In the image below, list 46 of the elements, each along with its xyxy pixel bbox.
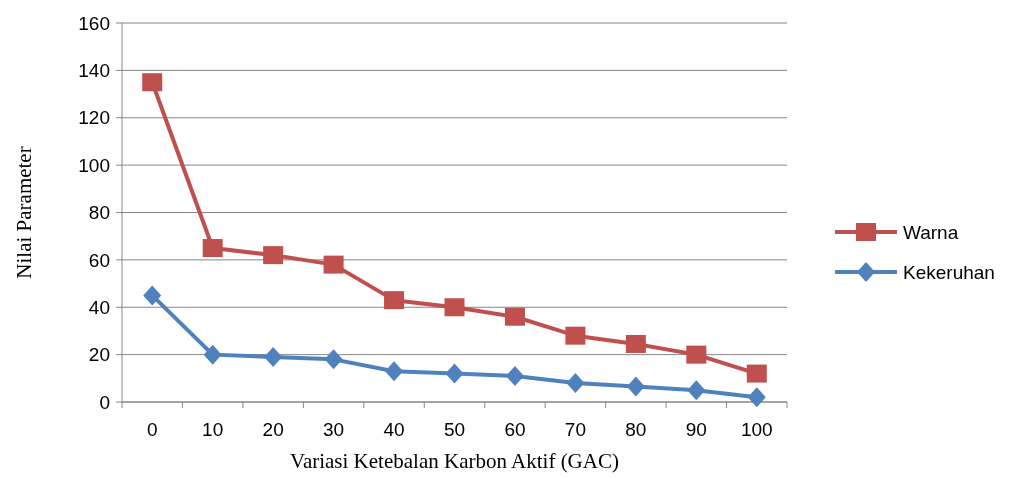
x-tick-label: 10 <box>202 419 224 440</box>
point <box>384 291 405 310</box>
point <box>264 346 283 367</box>
point <box>324 349 343 370</box>
point <box>626 376 645 397</box>
y-tick-label: 160 <box>78 12 110 34</box>
point <box>142 73 163 92</box>
point <box>747 387 766 408</box>
point <box>504 307 525 326</box>
y-tick-label: 0 <box>99 391 110 413</box>
y-tick-label: 120 <box>78 107 110 129</box>
x-tick-label: 20 <box>262 419 284 440</box>
x-tick-label: 40 <box>383 419 405 440</box>
point <box>203 344 222 365</box>
y-tick-label: 20 <box>88 344 110 366</box>
x-tick-label: 30 <box>323 419 345 440</box>
point <box>445 363 464 384</box>
x-tick-label: 70 <box>564 419 586 440</box>
point <box>385 361 404 382</box>
point <box>323 255 344 274</box>
point <box>686 345 707 364</box>
legend-label: Kekeruhan <box>903 261 995 283</box>
point <box>565 326 586 345</box>
x-tick-label: 50 <box>443 419 466 440</box>
y-tick-label: 80 <box>88 202 110 224</box>
x-tick-label: 90 <box>685 419 707 440</box>
x-tick-label: 60 <box>504 419 526 440</box>
y-tick-label: 140 <box>78 60 110 82</box>
point <box>687 380 706 401</box>
point <box>625 334 646 353</box>
y-axis-title: Nilai Parameter <box>12 146 36 279</box>
x-axis-title: Variasi Ketebalan Karbon Aktif (GAC) <box>290 449 619 473</box>
y-tick-label: 60 <box>88 249 110 271</box>
legend-label: Warna <box>903 221 959 243</box>
x-tick-label: 100 <box>740 419 773 440</box>
point <box>202 239 223 258</box>
x-tick-label: 80 <box>625 419 647 440</box>
x-tick-label: 0 <box>146 419 158 440</box>
point <box>444 298 465 317</box>
point <box>505 365 524 386</box>
point <box>263 246 284 265</box>
y-tick-label: 100 <box>78 154 110 176</box>
y-tick-label: 40 <box>88 296 110 318</box>
point <box>143 285 162 306</box>
point <box>566 373 585 394</box>
point <box>746 364 767 383</box>
